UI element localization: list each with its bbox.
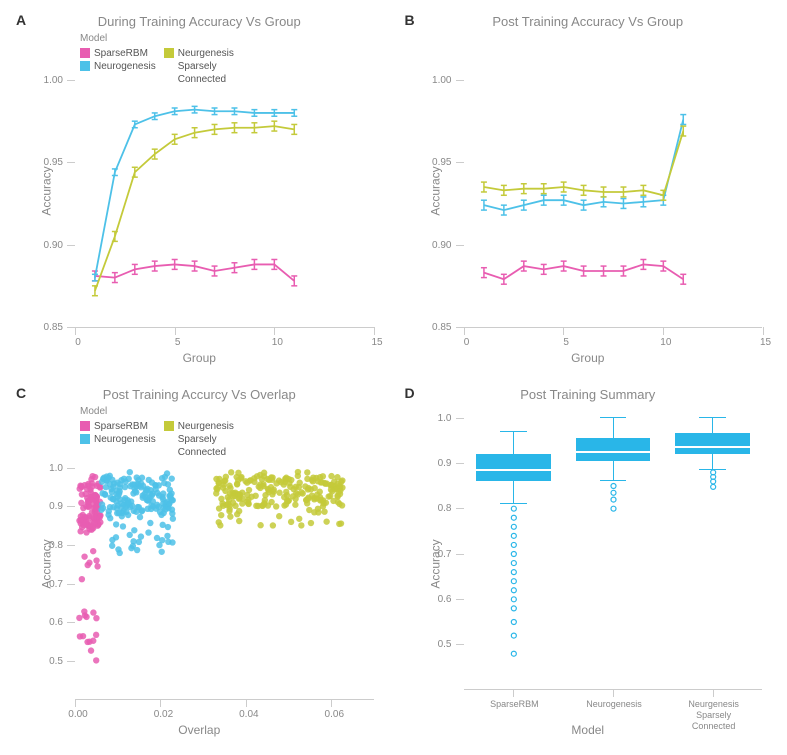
- chart-area-b: 0.850.900.951.00051015: [464, 80, 763, 328]
- panel-a: A During Training Accuracy Vs Group Mode…: [10, 10, 389, 373]
- panel-b: B Post Training Accuracy Vs Group Accura…: [399, 10, 778, 373]
- chart-area-a: 0.850.900.951.00051015: [75, 80, 374, 328]
- chart-area-d: 0.50.60.70.80.91.0SparseRBMNeurogenesisN…: [464, 418, 763, 691]
- legend-title: Model: [80, 32, 234, 45]
- xlabel-b: Group: [399, 351, 778, 365]
- panel-c: C Post Training Accurcy Vs Overlap Model…: [10, 383, 389, 746]
- xlabel-a: Group: [10, 351, 389, 365]
- panel-title-c: Post Training Accurcy Vs Overlap: [10, 387, 389, 402]
- legend-title: Model: [80, 405, 234, 418]
- chart-area-c: 0.50.60.70.80.91.00.000.020.040.06: [75, 468, 374, 701]
- panel-title-b: Post Training Accuracy Vs Group: [399, 14, 778, 29]
- panel-title-d: Post Training Summary: [399, 387, 778, 402]
- xlabel-c: Overlap: [10, 723, 389, 737]
- panel-title-a: During Training Accuracy Vs Group: [10, 14, 389, 29]
- ylabel-b: Accuracy: [428, 167, 442, 216]
- ylabel-a: Accuracy: [40, 167, 54, 216]
- legend-a: Model SparseRBMNeurogenesisNeurgenesisSp…: [80, 32, 234, 86]
- ylabel-d: Accuracy: [428, 539, 442, 588]
- legend-c: Model SparseRBMNeurogenesisNeurgenesisSp…: [80, 405, 234, 459]
- panel-d: D Post Training Summary Accuracy Model 0…: [399, 383, 778, 746]
